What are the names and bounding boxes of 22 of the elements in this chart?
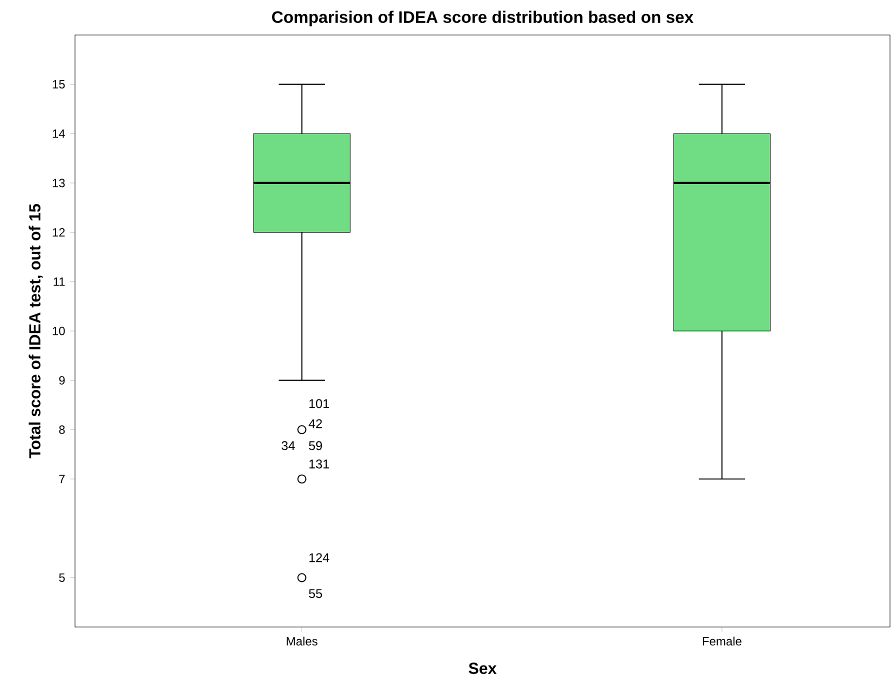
y-tick-label: 14: [52, 130, 65, 138]
annotation: 59: [308, 441, 322, 450]
y-tick-label: 11: [54, 278, 65, 286]
y-tick-label: 9: [59, 376, 65, 385]
y-tick-label: 12: [52, 228, 65, 237]
x-tick-label: Males: [286, 636, 318, 646]
y-tick-label: 5: [59, 573, 65, 582]
y-tick-label: 15: [52, 80, 65, 89]
chart-title: Comparision of IDEA score distribution based on sex: [272, 10, 694, 26]
y-tick-label: 10: [52, 326, 65, 336]
y-tick-label: 13: [52, 178, 65, 188]
annotation: 34: [282, 441, 295, 450]
annotation: 101: [309, 399, 329, 408]
x-tick-label: Female: [702, 636, 742, 646]
y-axis-title: Total score of IDEA test, out of 15: [28, 204, 43, 458]
y-tick-label: 7: [59, 474, 65, 484]
y-tick-label: 8: [59, 425, 65, 434]
annotation: 55: [308, 589, 322, 598]
annotation: 124: [309, 553, 330, 562]
x-axis-title: Sex: [468, 662, 497, 674]
annotation: 131: [309, 460, 329, 468]
annotation: 42: [308, 419, 322, 428]
